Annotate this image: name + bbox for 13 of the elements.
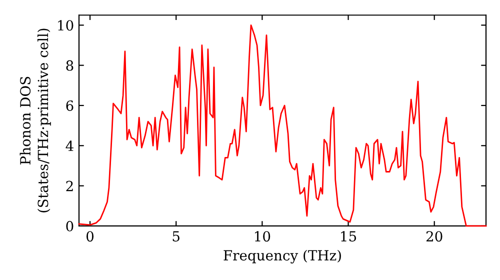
x-tick-label: 10 <box>255 231 270 242</box>
y-tick-label: 6 <box>66 100 74 111</box>
x-tick-label: 0 <box>86 231 94 242</box>
y-tick-label: 0 <box>66 220 74 232</box>
x-tick-label: 5 <box>172 231 180 242</box>
x-axis-title: Frequency (THz) <box>224 250 341 264</box>
y-axis-title: Phonon DOS (States/THz·primitive cell) <box>20 28 51 212</box>
y-tick-label: 10 <box>58 20 74 31</box>
y-tick-label: 4 <box>66 140 74 151</box>
x-tick-label: 15 <box>341 231 356 242</box>
y-tick-label: 2 <box>66 180 73 192</box>
y-tick-label: 8 <box>66 60 74 71</box>
x-tick-label: 20 <box>426 231 442 242</box>
